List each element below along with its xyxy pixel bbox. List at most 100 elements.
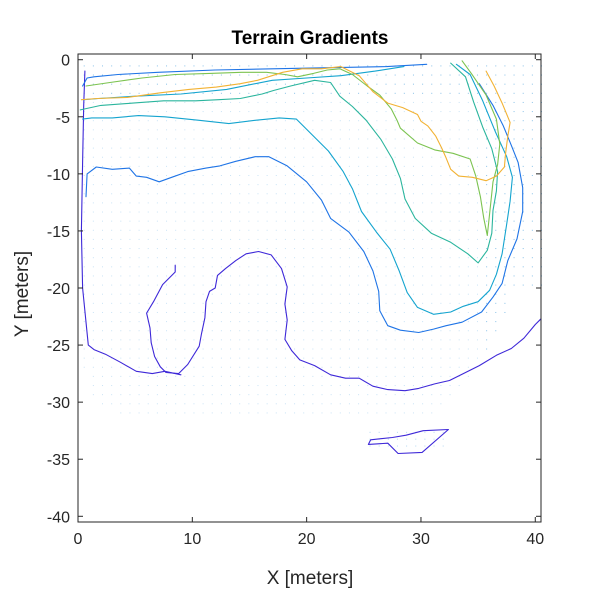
gradient-vector bbox=[147, 156, 149, 158]
gradient-vector bbox=[275, 74, 277, 76]
gradient-vector bbox=[248, 65, 250, 67]
gradient-vector bbox=[522, 120, 524, 122]
gradient-vector bbox=[102, 74, 104, 76]
gradient-vector bbox=[284, 412, 286, 414]
gradient-vector bbox=[147, 193, 149, 195]
gradient-vector bbox=[422, 284, 424, 286]
gradient-vector bbox=[166, 293, 168, 295]
gradient-vector bbox=[120, 311, 122, 313]
gradient-vector bbox=[184, 357, 186, 359]
gradient-vector bbox=[184, 147, 186, 149]
gradient-vector bbox=[476, 339, 478, 341]
gradient-vector bbox=[275, 202, 277, 204]
gradient-vector bbox=[394, 385, 396, 387]
gradient-vector bbox=[129, 284, 131, 286]
gradient-vector bbox=[156, 357, 158, 359]
gradient-vector bbox=[120, 184, 122, 186]
gradient-vector bbox=[166, 357, 168, 359]
contour-line-level-1 bbox=[367, 428, 449, 455]
gradient-vector bbox=[102, 257, 104, 259]
gradient-vector bbox=[284, 293, 286, 295]
gradient-vector bbox=[330, 321, 332, 323]
gradient-vector bbox=[348, 147, 350, 149]
x-tick-label: 0 bbox=[74, 531, 83, 548]
gradient-vector bbox=[166, 138, 168, 140]
gradient-vector bbox=[266, 311, 268, 313]
gradient-vector bbox=[367, 220, 369, 222]
gradient-vector bbox=[476, 174, 478, 176]
gradient-vector bbox=[339, 211, 341, 213]
gradient-vector bbox=[83, 184, 85, 186]
gradient-vector bbox=[321, 92, 323, 94]
gradient-vector bbox=[403, 165, 405, 167]
gradient-vector bbox=[449, 193, 451, 195]
gradient-vector bbox=[513, 229, 515, 231]
gradient-vector bbox=[294, 202, 296, 204]
gradient-vector bbox=[175, 330, 177, 332]
gradient-vector bbox=[92, 311, 94, 313]
gradient-vector bbox=[266, 248, 268, 250]
gradient-vector bbox=[339, 220, 341, 222]
gradient-vector bbox=[129, 202, 131, 204]
gradient-vector bbox=[431, 375, 433, 377]
gradient-vector bbox=[138, 202, 140, 204]
gradient-vector bbox=[412, 403, 414, 405]
gradient-vector bbox=[129, 174, 131, 176]
gradient-vector bbox=[394, 147, 396, 149]
gradient-vector bbox=[175, 211, 177, 213]
gradient-vector bbox=[376, 74, 378, 76]
gradient-vector bbox=[102, 348, 104, 350]
gradient-vector bbox=[330, 375, 332, 377]
gradient-vector bbox=[266, 138, 268, 140]
gradient-vector bbox=[486, 83, 488, 85]
gradient-vector bbox=[431, 238, 433, 240]
gradient-vector bbox=[166, 174, 168, 176]
gradient-vector bbox=[92, 385, 94, 387]
x-axis-label: X [meters] bbox=[267, 568, 354, 589]
gradient-vector bbox=[376, 120, 378, 122]
gradient-vector bbox=[202, 412, 204, 414]
gradient-vector bbox=[303, 129, 305, 131]
gradient-vector bbox=[442, 445, 444, 447]
gradient-vector bbox=[339, 375, 341, 377]
gradient-vector bbox=[184, 248, 186, 250]
gradient-vector bbox=[129, 385, 131, 387]
gradient-vector bbox=[403, 357, 405, 359]
gradient-vector bbox=[266, 229, 268, 231]
gradient-vector bbox=[513, 266, 515, 268]
gradient-vector bbox=[403, 403, 405, 405]
gradient-vector bbox=[193, 184, 195, 186]
gradient-vector bbox=[303, 375, 305, 377]
gradient-vector bbox=[348, 357, 350, 359]
gradient-vector bbox=[394, 394, 396, 396]
gradient-vector bbox=[230, 129, 232, 131]
gradient-vector bbox=[422, 385, 424, 387]
gradient-vector bbox=[156, 211, 158, 213]
gradient-vector bbox=[422, 403, 424, 405]
gradient-vector bbox=[422, 220, 424, 222]
gradient-vector bbox=[312, 147, 314, 149]
gradient-vector bbox=[257, 65, 259, 67]
gradient-vector bbox=[257, 238, 259, 240]
gradient-vector bbox=[92, 138, 94, 140]
gradient-vector bbox=[284, 348, 286, 350]
gradient-vector bbox=[120, 330, 122, 332]
gradient-vector bbox=[321, 238, 323, 240]
gradient-vector bbox=[495, 74, 497, 76]
gradient-vector bbox=[431, 385, 433, 387]
gradient-vector bbox=[138, 348, 140, 350]
gradient-vector bbox=[348, 129, 350, 131]
gradient-vector bbox=[120, 321, 122, 323]
gradient-vector bbox=[193, 375, 195, 377]
gradient-vector bbox=[358, 357, 360, 359]
gradient-vector bbox=[467, 375, 469, 377]
gradient-vector bbox=[422, 165, 424, 167]
gradient-vector bbox=[358, 111, 360, 113]
gradient-vector bbox=[358, 138, 360, 140]
gradient-vector bbox=[211, 348, 213, 350]
gradient-vector bbox=[275, 83, 277, 85]
gradient-vector bbox=[294, 403, 296, 405]
gradient-vector bbox=[102, 330, 104, 332]
gradient-vector bbox=[495, 129, 497, 131]
gradient-vector bbox=[193, 65, 195, 67]
